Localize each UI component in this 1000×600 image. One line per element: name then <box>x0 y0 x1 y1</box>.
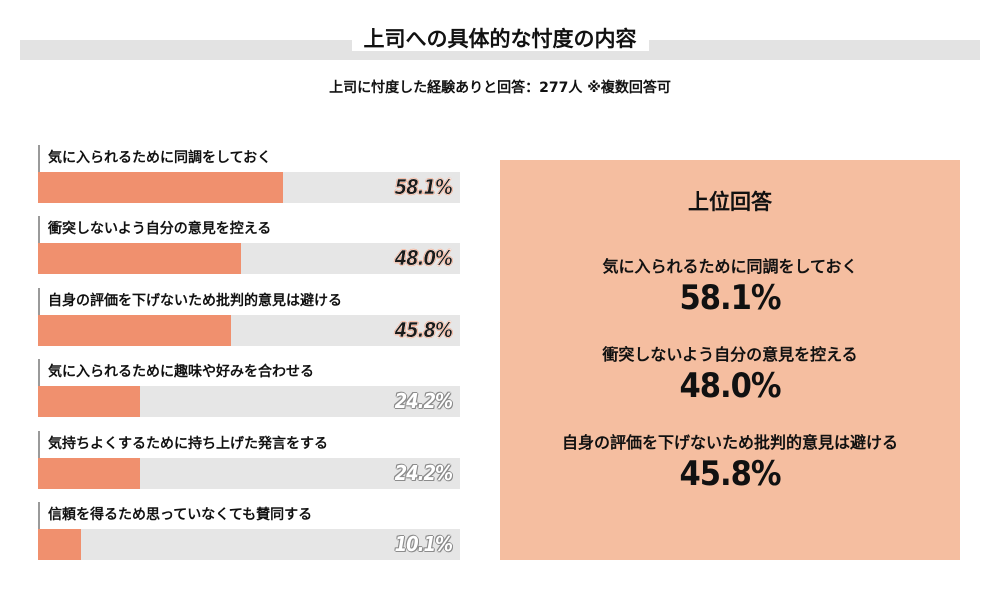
bar-value-label: 24.2% <box>394 389 453 414</box>
top-answer-3: 自身の評価を下げないため批判的意見は避ける 45.8% <box>500 432 960 494</box>
bar-track: 24.2% <box>38 386 460 418</box>
top-answer-value: 58.1% <box>679 278 781 318</box>
bar-category-label: 気持ちよくするために持ち上げた発言をする <box>38 430 328 458</box>
bar-category-label: 自身の評価を下げないため批判的意見は避ける <box>38 287 342 315</box>
bar-category-label: 気に入られるために同調をしておく <box>38 145 271 172</box>
bar-track: 24.2% <box>38 457 460 489</box>
chart-title-text: 上司への具体的な忖度の内容 <box>351 27 649 51</box>
top-answer-2: 衝突しないよう自分の意見を控える 48.0% <box>500 344 960 406</box>
top-answers-panel: 上位回答 気に入られるために同調をしておく 58.1% 衝突しないよう自分の意見… <box>500 160 960 560</box>
chart-subtitle: 上司に忖度した経験ありと回答：277人 ※複数回答可 <box>329 80 671 96</box>
bar-category-label: 衝突しないよう自分の意見を控える <box>38 216 271 244</box>
bar-category-label: 気に入られるために趣味や好みを合わせる <box>38 359 314 387</box>
bar-chart: 気に入られるために同調をしておく 58.1% 衝突しないよう自分の意見を控える 48.… <box>38 145 460 573</box>
bar-item: 信頼を得るため思っていなくても賛同する 10.1% <box>38 501 460 573</box>
bar <box>38 386 141 418</box>
panel-title: 上位回答 <box>688 190 772 214</box>
bar-item: 自身の評価を下げないため批判的意見は避ける 45.8% <box>38 287 460 359</box>
top-answer-label: 衝突しないよう自分の意見を控える <box>602 345 858 364</box>
bar <box>38 457 141 489</box>
bar-item: 気に入られるために趣味や好みを合わせる 24.2% <box>38 359 460 430</box>
chart-title: 上司への具体的な忖度の内容 <box>0 24 1000 54</box>
bar <box>38 172 284 203</box>
top-answer-1: 気に入られるために同調をしておく 58.1% <box>500 256 960 318</box>
bar-track: 45.8% <box>38 314 460 346</box>
top-answer-value: 48.0% <box>679 366 781 406</box>
top-answer-value: 45.8% <box>679 454 781 494</box>
bar <box>38 528 81 560</box>
bar-track: 48.0% <box>38 243 460 275</box>
bar-value-label: 10.1% <box>394 531 453 556</box>
bar-item: 気持ちよくするために持ち上げた発言をする 24.2% <box>38 430 460 502</box>
bar <box>38 314 232 346</box>
bar-value-label: 58.1% <box>394 175 453 199</box>
bar-value-label: 45.8% <box>394 317 453 342</box>
bar-item: 気に入られるために同調をしておく 58.1% <box>38 145 460 216</box>
bar-value-label: 48.0% <box>394 246 453 271</box>
bar-track: 10.1% <box>38 528 460 560</box>
bar-track: 58.1% <box>38 172 460 203</box>
top-answer-label: 自身の評価を下げないため批判的意見は避ける <box>561 433 898 452</box>
bar-item: 衝突しないよう自分の意見を控える 48.0% <box>38 216 460 287</box>
bar-category-label: 信頼を得るため思っていなくても賛同する <box>38 501 312 529</box>
bar <box>38 243 241 275</box>
bar-value-label: 24.2% <box>394 460 453 485</box>
top-answer-label: 気に入られるために同調をしておく <box>602 257 858 276</box>
